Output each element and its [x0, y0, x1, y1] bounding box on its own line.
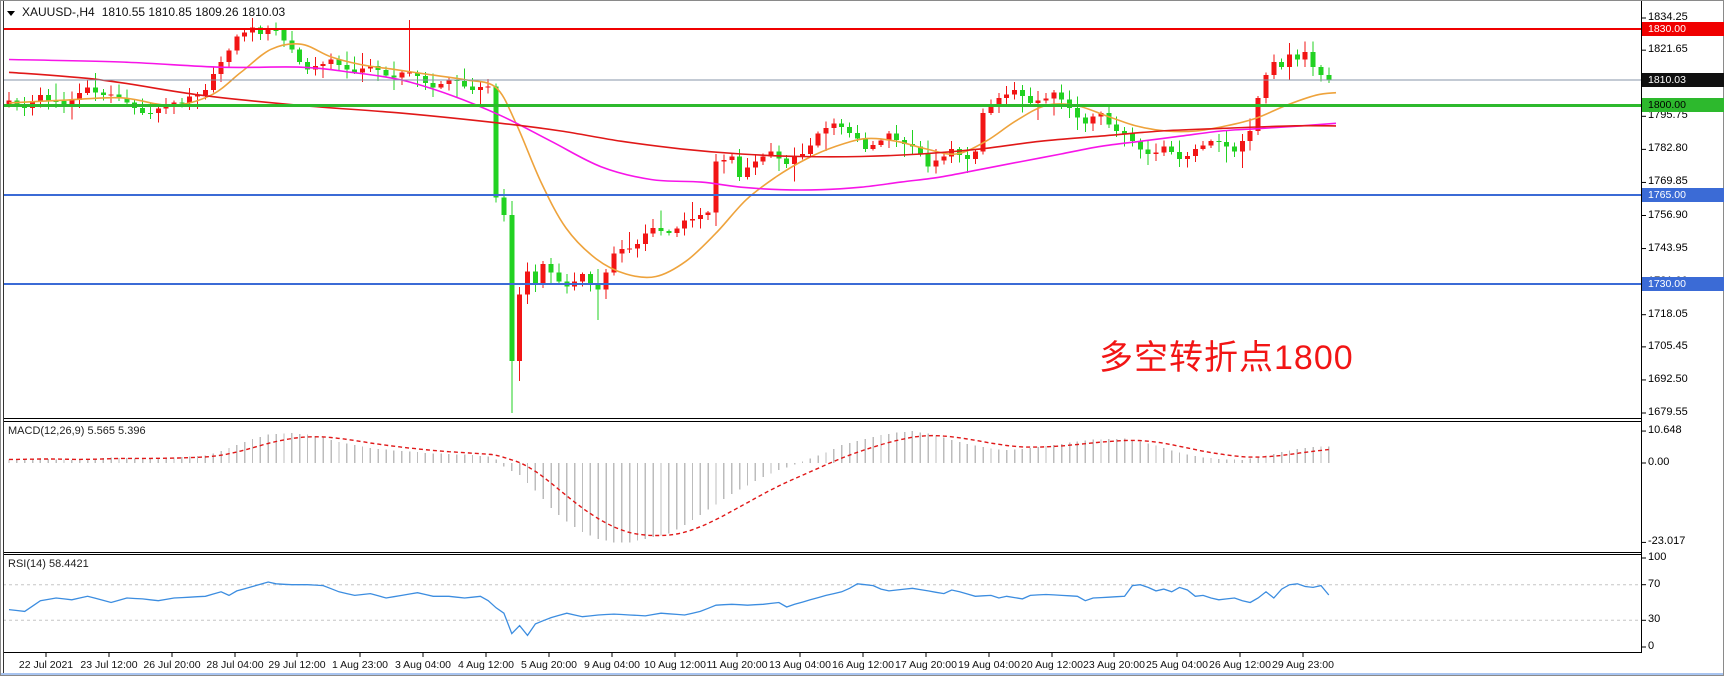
price-chart-area[interactable]	[1, 1, 1641, 418]
price-axis-label: 1782.80	[1648, 142, 1688, 155]
price-badge-1800.00: 1800.00	[1642, 98, 1724, 113]
macd-histogram	[8, 431, 1330, 543]
time-axis-label: 20 Aug 12:00	[1021, 659, 1083, 671]
price-axis-label: 1692.50	[1648, 372, 1688, 385]
time-axis-label: 29 Aug 23:00	[1272, 659, 1334, 671]
time-axis-label: 11 Aug 20:00	[706, 659, 768, 671]
symbol-title-bar: XAUUSD-,H4 1810.55 1810.85 1809.26 1810.…	[7, 5, 285, 19]
rsi-indicator-label: RSI(14) 58.4421	[8, 558, 89, 570]
ma-fast-orange-line	[8, 42, 1337, 279]
time-axis-label: 26 Aug 12:00	[1209, 659, 1271, 671]
price-axis-label: 1756.90	[1648, 208, 1688, 221]
macd-axis-label: -23.017	[1648, 535, 1686, 548]
time-axis-label: 28 Jul 04:00	[206, 659, 264, 671]
price-axis-label: 1769.85	[1648, 175, 1688, 188]
time-axis-label: 5 Aug 20:00	[520, 659, 578, 671]
current-price-badge: 1810.03	[1642, 72, 1724, 87]
price-axis-label: 1679.55	[1648, 406, 1688, 418]
ma-mid-magenta-line	[8, 58, 1337, 191]
macd-signal-line	[9, 434, 1329, 537]
annotation-text: 多空转折点1800	[1099, 339, 1354, 377]
rsi-axis-label: 30	[1648, 613, 1661, 626]
macd-axis-label: 0.00	[1648, 456, 1670, 468]
price-badge-1765.00: 1765.00	[1642, 187, 1724, 202]
macd-indicator-label: MACD(12,26,9) 5.565 5.396	[8, 425, 146, 437]
time-axis-label: 10 Aug 12:00	[644, 659, 706, 671]
ma-slow-red-line	[8, 71, 1337, 158]
time-axis-label: 9 Aug 04:00	[583, 659, 641, 671]
time-axis-label: 23 Jul 12:00	[80, 659, 138, 671]
price-axis-label: 1821.65	[1648, 43, 1688, 56]
price-axis-label: 1743.95	[1648, 241, 1688, 254]
symbol-dropdown-icon[interactable]	[7, 10, 15, 16]
time-axis-label: 25 Aug 04:00	[1146, 659, 1208, 671]
rsi-axis-label: 0	[1648, 640, 1655, 652]
time-axis-label: 16 Aug 12:00	[832, 659, 894, 671]
price-axis-label: 1834.25	[1648, 11, 1688, 23]
price-badge-1730.00: 1730.00	[1642, 277, 1724, 292]
time-axis-label: 19 Aug 04:00	[958, 659, 1020, 671]
price-axis-label: 1718.05	[1648, 307, 1688, 320]
time-axis-label: 23 Aug 20:00	[1083, 659, 1145, 671]
time-axis-label: 13 Aug 04:00	[769, 659, 831, 671]
price-axis-label: 1705.45	[1648, 339, 1688, 352]
time-axis-label: 4 Aug 12:00	[457, 659, 515, 671]
rsi-axis-label: 100	[1648, 551, 1667, 563]
macd-chart-area[interactable]	[1, 421, 1641, 552]
time-axis-label: 29 Jul 12:00	[268, 659, 326, 671]
time-axis-label: 22 Jul 2021	[18, 659, 74, 671]
window-bottom-edge	[1, 673, 1723, 675]
time-axis-label: 17 Aug 20:00	[895, 659, 957, 671]
time-axis-label: 3 Aug 04:00	[394, 659, 452, 671]
time-axis-label: 1 Aug 23:00	[331, 659, 389, 671]
symbol-period-label: XAUUSD-,H4	[22, 5, 95, 19]
rsi-line	[8, 581, 1330, 637]
macd-axis-label: 10.648	[1648, 424, 1682, 437]
price-badge-1830.00: 1830.00	[1642, 21, 1724, 36]
rsi-axis-label: 70	[1648, 577, 1661, 590]
ohlc-values: 1810.55 1810.85 1809.26 1810.03	[101, 5, 286, 19]
time-axis-label: 26 Jul 20:00	[143, 659, 201, 671]
rsi-chart-area[interactable]	[1, 554, 1641, 652]
